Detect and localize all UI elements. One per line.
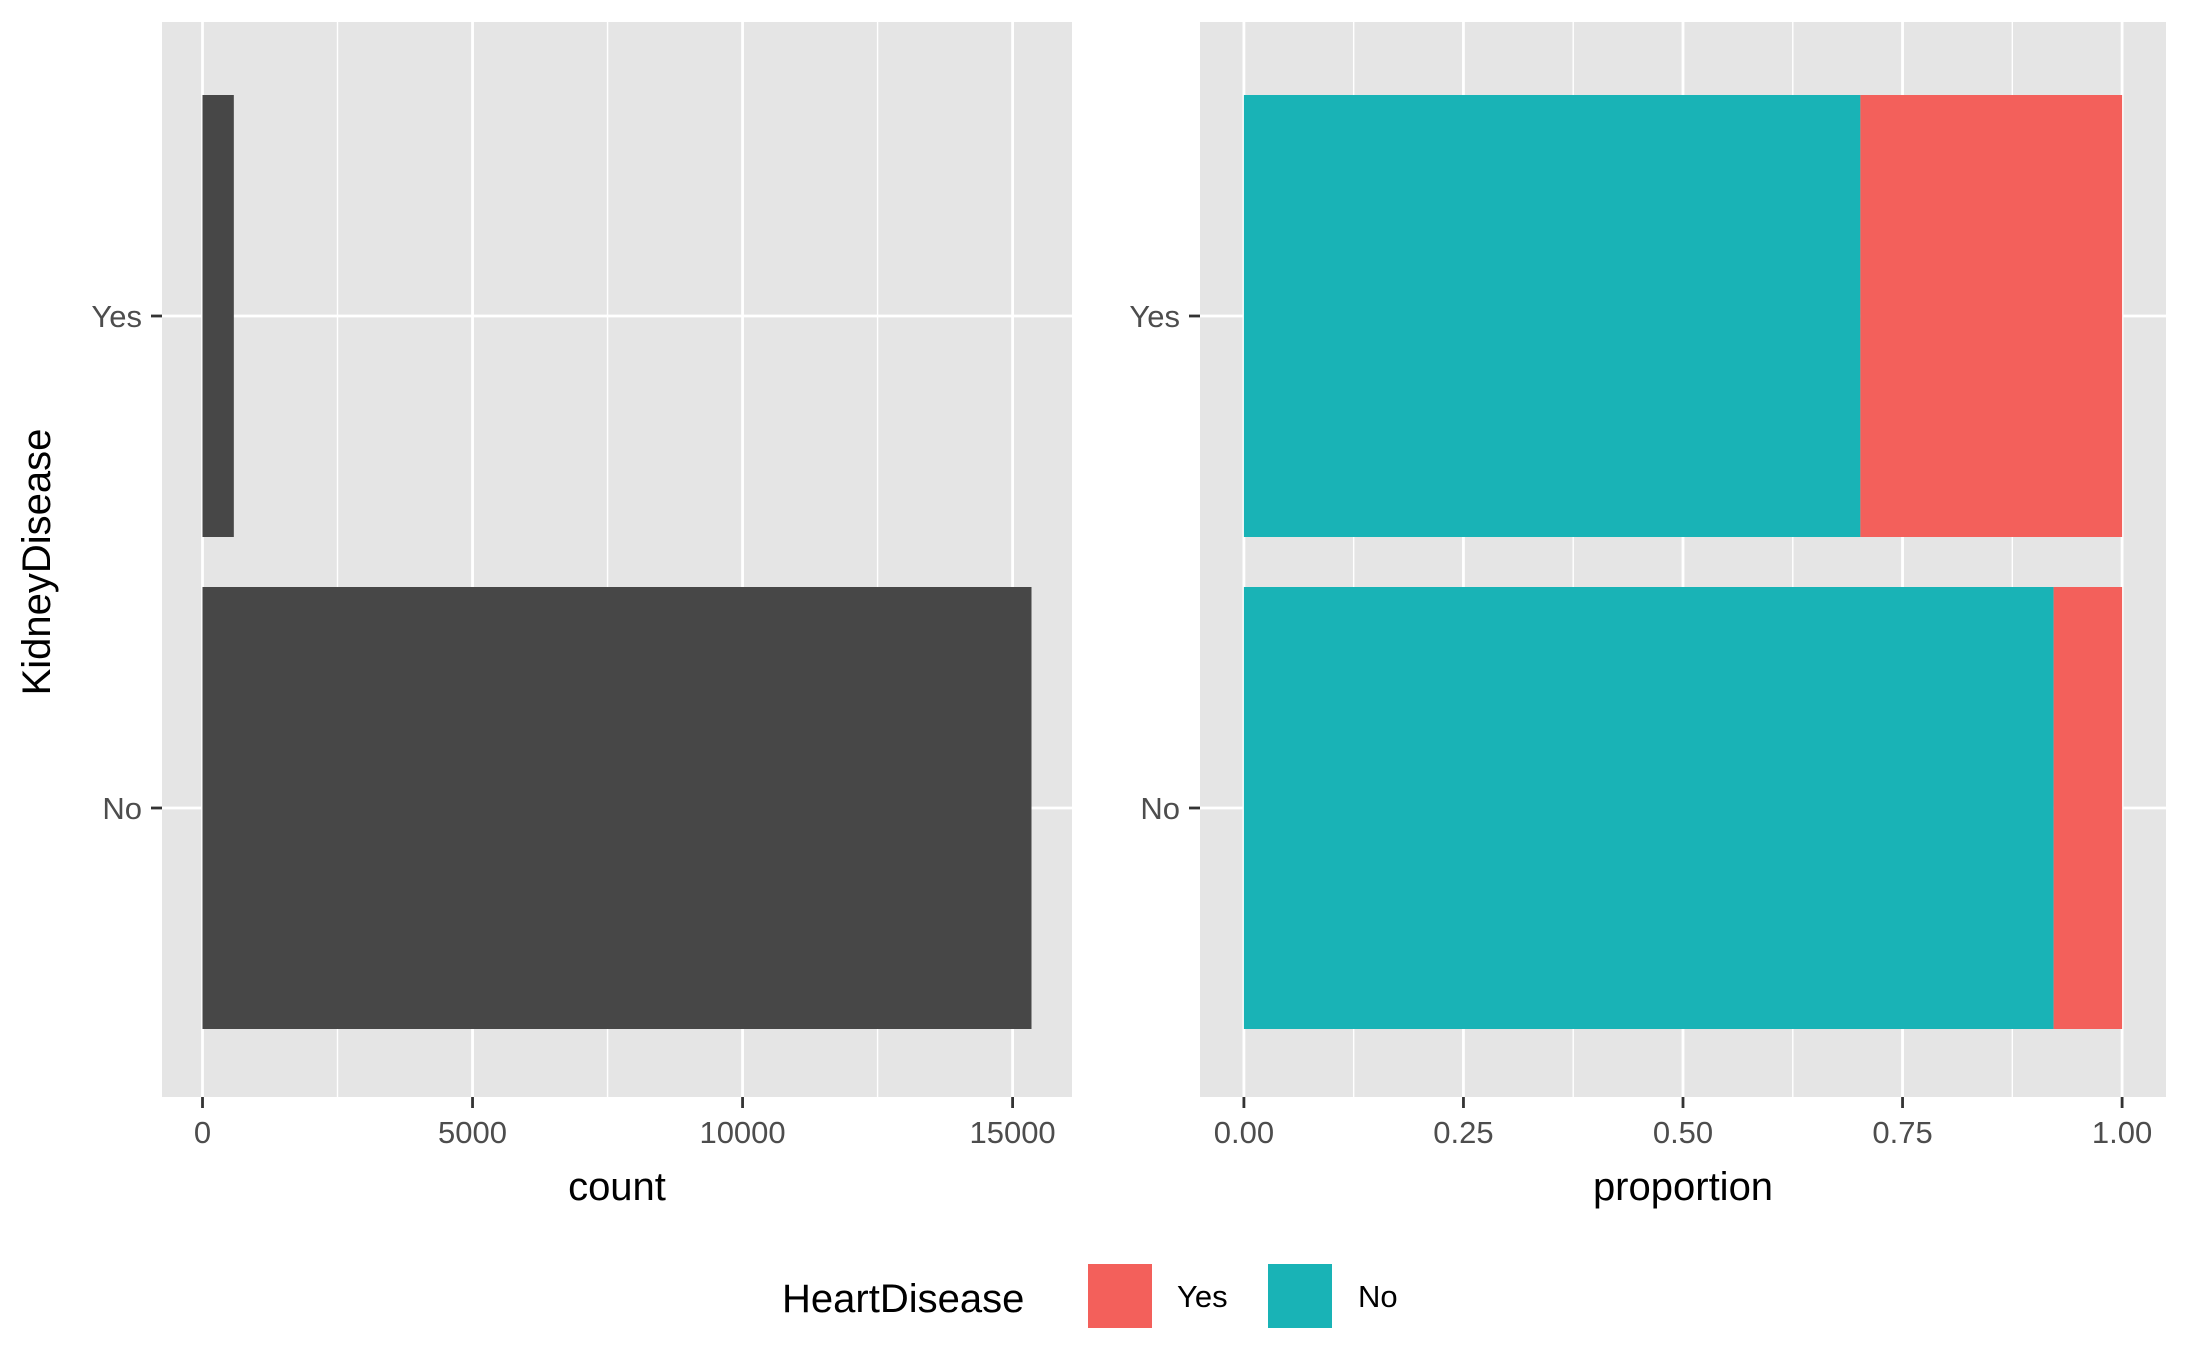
bar-no [202,587,1032,1029]
x-tick-label: 0.25 [1433,1115,1493,1150]
bar-yes-yes [1860,95,2123,537]
bar-yes [202,95,234,537]
bar-yes-no [1243,95,1861,537]
x-tick-label: 0.00 [1214,1115,1274,1150]
x-axis-title-count: count [568,1165,666,1209]
x-tick-label: 1.00 [2092,1115,2152,1150]
legend-title: HeartDisease [782,1277,1024,1321]
y-tick-label: Yes [1129,299,1180,334]
x-tick-label: 0 [194,1115,211,1150]
y-tick-label: Yes [91,299,142,334]
legend-label-no: No [1358,1279,1398,1314]
legend-label-yes: Yes [1177,1279,1228,1314]
bar-no-yes [2053,587,2123,1029]
x-tick-label: 5000 [438,1115,507,1150]
x-axis-title-proportion: proportion [1593,1165,1773,1209]
proportion-panel: 0.00 0.25 0.50 0.75 1.00 No Yes [1129,22,2166,1150]
y-tick-label: No [1140,791,1180,826]
legend-key-no [1266,1262,1334,1330]
legend: HeartDisease Yes No [782,1262,1398,1330]
legend-key-yes [1086,1262,1154,1330]
x-tick-label: 0.50 [1653,1115,1713,1150]
y-tick-label: No [102,791,142,826]
bar-no-no [1243,587,2054,1029]
x-tick-label: 10000 [699,1115,785,1150]
x-tick-label: 15000 [969,1115,1055,1150]
x-tick-label: 0.75 [1872,1115,1932,1150]
count-panel: 0 5000 10000 15000 No Yes [91,22,1072,1150]
y-axis-title: KidneyDisease [15,429,59,696]
